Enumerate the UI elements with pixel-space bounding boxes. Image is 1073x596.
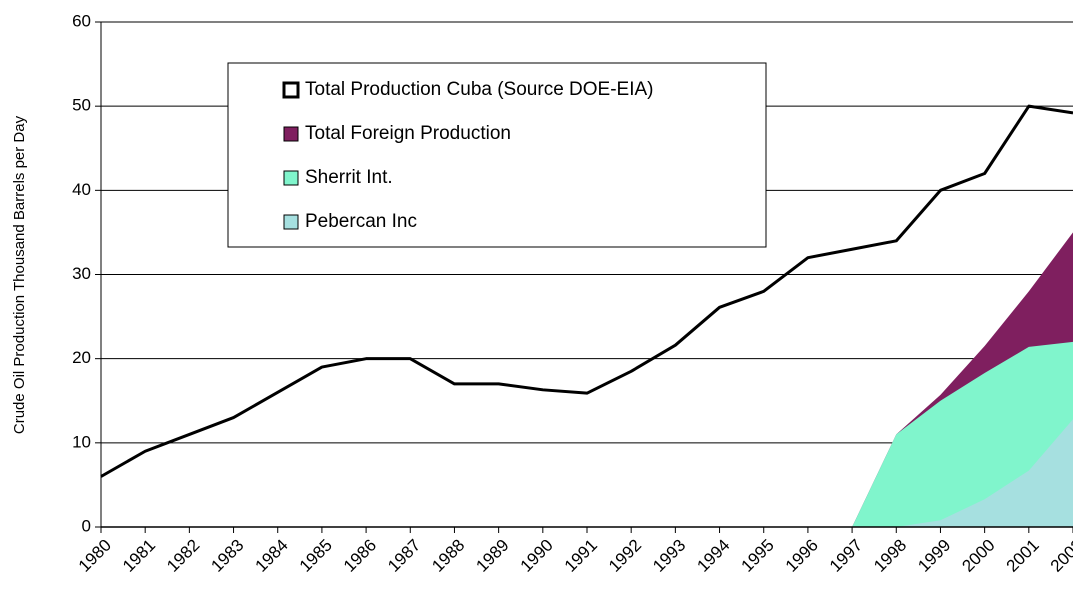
x-tick-label: 1996 xyxy=(782,536,822,576)
legend: Total Production Cuba (Source DOE-EIA) To… xyxy=(227,62,767,248)
y-tick-label: 60 xyxy=(72,11,91,30)
x-tick-label: 2002 xyxy=(1047,536,1073,576)
x-tick-label: 1988 xyxy=(428,536,468,576)
x-tick-label: 1986 xyxy=(340,536,380,576)
x-tick-label: 1998 xyxy=(870,536,910,576)
x-tick-label: 1985 xyxy=(296,536,336,576)
y-tick-label: 20 xyxy=(72,348,91,367)
line xyxy=(100,104,1073,478)
legend-swatch xyxy=(283,126,299,142)
y-tick-label: 10 xyxy=(72,432,91,451)
x-tick-label: 1999 xyxy=(914,536,954,576)
area xyxy=(101,419,1073,527)
x-tick-label: 1981 xyxy=(119,536,159,576)
x-tick-label: 1982 xyxy=(163,536,203,576)
x-tick-label: 1993 xyxy=(649,536,689,576)
x-tick-label: 1989 xyxy=(472,536,512,576)
legend-label: Sherrit Int. xyxy=(305,167,393,188)
legend-label: Total Production Cuba (Source DOE-EIA) xyxy=(305,79,654,100)
x-tick-label: 2000 xyxy=(958,536,998,576)
legend-box xyxy=(227,62,767,248)
x-tick-label: 2001 xyxy=(1003,536,1043,576)
x-tick-label: 1987 xyxy=(384,536,424,576)
x-tick-label: 1992 xyxy=(605,536,645,576)
legend-label: Total Foreign Production xyxy=(305,123,511,144)
x-tick-label: 1994 xyxy=(693,536,733,576)
legend-swatch xyxy=(282,81,300,99)
x-tick-label: 1997 xyxy=(826,536,866,576)
legend-swatch xyxy=(283,170,299,186)
legend-swatch xyxy=(283,214,299,230)
x-tick-label: 1983 xyxy=(207,536,247,576)
y-tick-label: 50 xyxy=(72,96,91,115)
y-tick-label: 40 xyxy=(72,180,91,199)
x-tick-label: 1991 xyxy=(561,536,601,576)
area xyxy=(101,341,1073,527)
y-tick-label: 0 xyxy=(82,516,91,535)
x-tick-label: 1984 xyxy=(252,536,292,576)
x-tick-label: 1990 xyxy=(517,536,557,576)
y-axis-label: Crude Oil Production Thousand Barrels pe… xyxy=(11,115,28,434)
y-tick-label: 30 xyxy=(72,264,91,283)
x-tick-label: 1995 xyxy=(738,536,778,576)
legend-label: Pebercan Inc xyxy=(305,211,417,232)
x-tick-label: 1980 xyxy=(75,536,115,576)
